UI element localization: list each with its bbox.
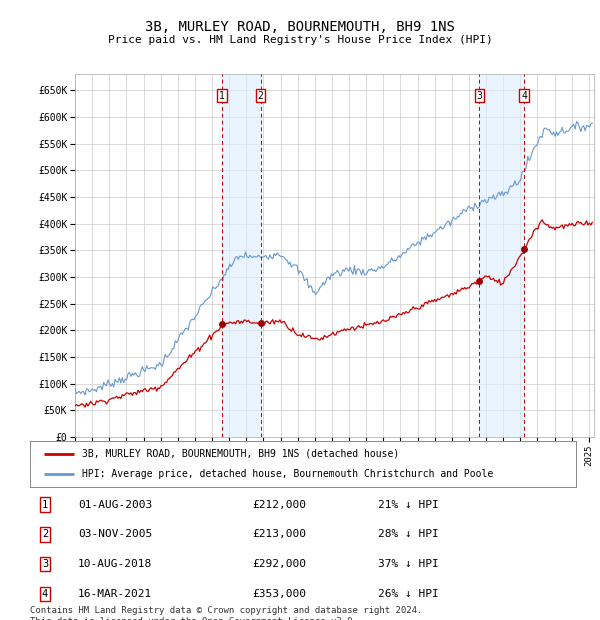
Text: £353,000: £353,000 [252,589,306,599]
Text: 37% ↓ HPI: 37% ↓ HPI [378,559,439,569]
Text: This data is licensed under the Open Government Licence v3.0.: This data is licensed under the Open Gov… [30,617,358,620]
Text: 16-MAR-2021: 16-MAR-2021 [78,589,152,599]
Text: 3B, MURLEY ROAD, BOURNEMOUTH, BH9 1NS: 3B, MURLEY ROAD, BOURNEMOUTH, BH9 1NS [145,20,455,34]
Text: 28% ↓ HPI: 28% ↓ HPI [378,529,439,539]
Text: Contains HM Land Registry data © Crown copyright and database right 2024.: Contains HM Land Registry data © Crown c… [30,606,422,615]
Text: 4: 4 [42,589,48,599]
Text: 1: 1 [219,91,225,100]
Text: £292,000: £292,000 [252,559,306,569]
Text: 21% ↓ HPI: 21% ↓ HPI [378,500,439,510]
Text: 3: 3 [42,559,48,569]
Text: 1: 1 [42,500,48,510]
Text: 10-AUG-2018: 10-AUG-2018 [78,559,152,569]
Text: 03-NOV-2005: 03-NOV-2005 [78,529,152,539]
Text: 3: 3 [476,91,482,100]
Text: HPI: Average price, detached house, Bournemouth Christchurch and Poole: HPI: Average price, detached house, Bour… [82,469,493,479]
Text: 4: 4 [521,91,527,100]
Text: £212,000: £212,000 [252,500,306,510]
Text: £213,000: £213,000 [252,529,306,539]
Text: 3B, MURLEY ROAD, BOURNEMOUTH, BH9 1NS (detached house): 3B, MURLEY ROAD, BOURNEMOUTH, BH9 1NS (d… [82,449,399,459]
Bar [479,74,524,437]
Text: 26% ↓ HPI: 26% ↓ HPI [378,589,439,599]
Text: Price paid vs. HM Land Registry's House Price Index (HPI): Price paid vs. HM Land Registry's House … [107,35,493,45]
Text: 2: 2 [42,529,48,539]
Bar [222,74,260,437]
Text: 2: 2 [257,91,263,100]
Text: 01-AUG-2003: 01-AUG-2003 [78,500,152,510]
